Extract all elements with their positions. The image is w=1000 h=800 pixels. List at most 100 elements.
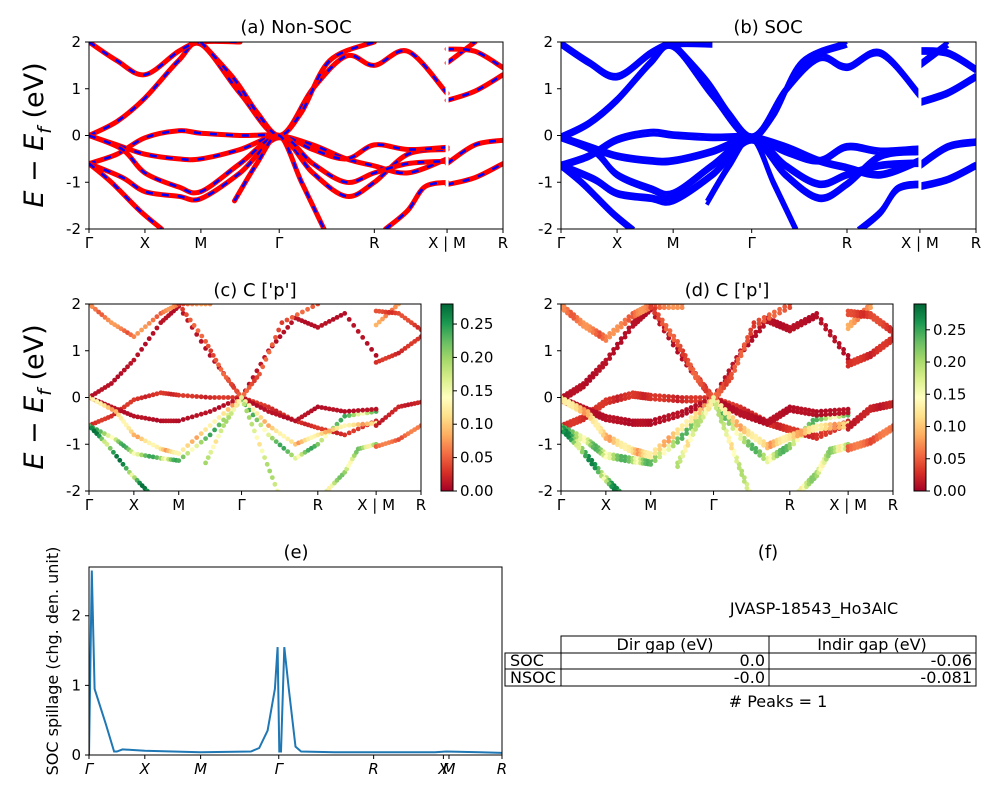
proj-point-6-0-33 <box>273 335 278 340</box>
panel-a-ticks: Γ X M Γ R X | M R -2 -1 0 1 2 <box>66 33 508 252</box>
proj-point-5-0-14 <box>131 334 137 340</box>
proj-point-0-0-70 <box>814 432 820 438</box>
proj-point-0-0-28 <box>176 392 182 398</box>
proj-point-6-1-16 <box>698 382 704 387</box>
table-row-label-soc: SOC <box>510 651 544 670</box>
proj-point-6-1-24 <box>718 388 724 394</box>
xtick-label-0: Γ <box>557 234 566 252</box>
proj-point-1-0-19 <box>150 454 156 460</box>
proj-point-4-1-34 <box>675 430 680 436</box>
proj-point-7-1-10 <box>586 457 591 463</box>
proj-point-7-0-8 <box>107 445 113 451</box>
proj-point-12-1-4 <box>858 416 864 421</box>
proj-point-3-0-17 <box>615 341 620 347</box>
proj-point-2-0-15 <box>607 414 613 420</box>
proj-point-4-1-54 <box>757 440 763 445</box>
proj-point-0-1-70 <box>814 436 820 441</box>
proj-point-4-0-44 <box>718 403 724 408</box>
xtick-label-3: Γ <box>237 496 246 514</box>
proj-point-2-1-36 <box>684 410 689 416</box>
proj-point-1-1-32 <box>666 447 672 453</box>
xtick-label-0: Γ <box>85 496 94 514</box>
proj-point-5-0-17 <box>615 324 620 330</box>
proj-point-2-0-46 <box>726 403 732 408</box>
colorbar-tick-label-4: 0.20 <box>460 348 493 366</box>
proj-point-6-0-40 <box>305 306 310 312</box>
proj-point-4-1-15 <box>607 438 613 443</box>
xtick-label-3: Γ <box>275 234 284 252</box>
proj-point-12-0-4 <box>386 412 392 418</box>
proj-point-6-0-38 <box>294 312 300 318</box>
proj-point-8-0-14 <box>239 395 244 400</box>
proj-point-1-0-55 <box>289 452 294 458</box>
proj-point-5-0-31 <box>189 304 195 307</box>
proj-point-4-0-8 <box>116 412 121 418</box>
proj-point-6-0-10 <box>210 353 216 358</box>
proj-point-4-0-14 <box>131 432 137 438</box>
proj-point-3-1-55 <box>761 324 766 329</box>
proj-point-6-0-7 <box>203 339 209 344</box>
proj-point-8-0-24 <box>264 461 270 467</box>
proj-point-8-1-14 <box>711 398 716 404</box>
proj-point-3-0-72 <box>823 323 829 328</box>
proj-point-3-0-64 <box>319 323 325 328</box>
proj-point-2-0-33 <box>198 411 204 417</box>
proj-point-0-0-30 <box>185 393 191 399</box>
ytick-label-0: -2 <box>538 482 553 500</box>
proj-point-2-1-17 <box>615 419 620 425</box>
proj-point-4-0-48 <box>734 419 739 424</box>
proj-point-4-1-2 <box>566 402 572 408</box>
proj-point-8-0-25 <box>267 468 273 474</box>
proj-point-0-1-20 <box>626 395 632 400</box>
proj-point-2-0-48 <box>262 407 267 412</box>
ytick-label-0: -2 <box>538 220 553 238</box>
proj-point-1-0-17 <box>615 453 620 458</box>
proj-point-5-0-35 <box>207 304 213 307</box>
proj-point-2-1-73 <box>827 411 833 417</box>
proj-point-2-0-34 <box>675 410 680 416</box>
proj-point-6-1-2 <box>656 316 661 321</box>
proj-point-0-0-28 <box>648 392 654 398</box>
proj-point-13-0-14 <box>418 423 421 428</box>
proj-point-4-0-17 <box>615 438 620 444</box>
proj-point-1-0-48 <box>262 427 267 433</box>
xtick-label-2: M <box>172 496 185 514</box>
proj-point-1-0-3 <box>98 429 103 434</box>
proj-point-5-1-30 <box>657 305 663 311</box>
proj-point-6-0-4 <box>663 323 669 328</box>
proj-point-2-0-35 <box>207 409 213 414</box>
proj-point-4-1-18 <box>618 444 624 450</box>
xtick-label-4: R <box>368 760 378 778</box>
proj-point-4-0-2 <box>566 399 572 404</box>
proj-point-6-0-24 <box>246 385 252 390</box>
proj-point-1-1-28 <box>648 462 654 467</box>
proj-point-12-0-0 <box>373 423 379 428</box>
proj-point-0-0-14 <box>603 397 609 403</box>
proj-point-2-1-67 <box>802 410 808 416</box>
band-line-soc-split-10 <box>919 76 976 107</box>
proj-point-3-1-68 <box>806 318 812 324</box>
proj-point-8-1-13 <box>708 402 714 408</box>
proj-point-1-0-16 <box>139 452 145 458</box>
band-line-blue-2 <box>89 134 448 162</box>
proj-point-5-0-16 <box>611 327 616 333</box>
proj-point-2-0-76 <box>841 407 846 412</box>
proj-point-1-1-63 <box>787 445 793 451</box>
proj-point-4-0-6 <box>109 407 115 412</box>
proj-point-5-1-4 <box>571 316 577 321</box>
proj-point-8-1-7 <box>693 426 698 432</box>
proj-point-2-0-73 <box>827 408 833 413</box>
proj-point-2-0-51 <box>745 411 751 417</box>
proj-point-1-0-69 <box>810 417 816 423</box>
proj-point-1-0-37 <box>688 422 694 428</box>
proj-point-4-0-30 <box>657 443 663 448</box>
proj-point-0-1-30 <box>657 397 663 402</box>
proj-point-8-1-3 <box>682 448 688 454</box>
ytick-label-3: 1 <box>543 80 553 98</box>
proj-point-4-1-75 <box>836 425 842 430</box>
proj-point-1-0-34 <box>203 436 209 441</box>
proj-point-1-0-18 <box>618 453 624 459</box>
proj-point-7-1-9 <box>583 453 588 459</box>
proj-point-1-0-18 <box>146 453 152 459</box>
